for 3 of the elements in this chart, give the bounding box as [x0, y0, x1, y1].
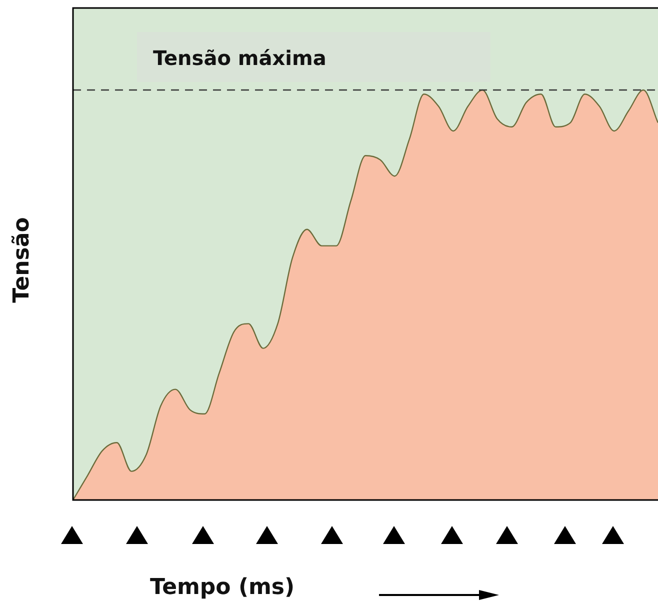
x-axis-title: Tempo (ms): [150, 575, 295, 600]
y-axis-title: Tensão: [10, 217, 34, 303]
ref-line-label: Tensão máxima: [153, 46, 326, 70]
